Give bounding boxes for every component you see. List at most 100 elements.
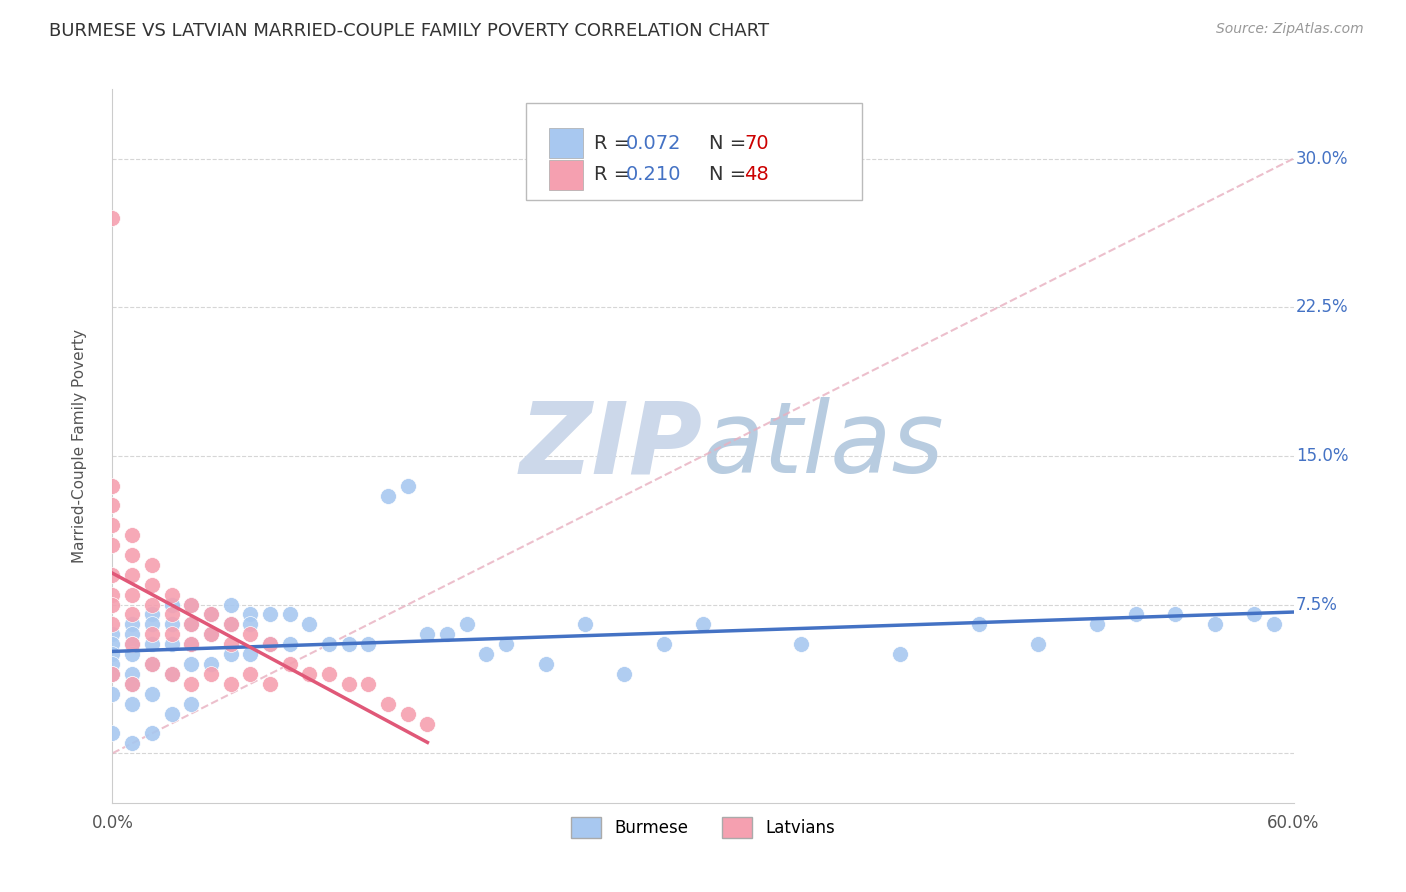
Point [180, 697, 202, 711]
Point [1125, 607, 1147, 622]
Point [436, 627, 458, 641]
Point [141, 617, 163, 632]
Point [101, 627, 124, 641]
Point [377, 697, 399, 711]
Point [219, 617, 242, 632]
Point [101, 726, 124, 740]
Point [456, 617, 478, 632]
Point [337, 637, 360, 651]
Point [101, 687, 124, 701]
Point [121, 647, 143, 661]
Point [200, 657, 222, 671]
Point [534, 657, 557, 671]
Point [416, 716, 439, 731]
Point [652, 637, 675, 651]
Text: 7.5%: 7.5% [1296, 596, 1337, 614]
Point [160, 588, 183, 602]
Point [475, 647, 498, 661]
Point [357, 637, 380, 651]
Point [259, 607, 281, 622]
Point [141, 627, 163, 641]
Text: 0.210: 0.210 [626, 165, 682, 185]
Point [613, 667, 636, 681]
Point [121, 567, 143, 582]
Point [318, 667, 340, 681]
Point [121, 588, 143, 602]
Point [495, 637, 517, 651]
Point [219, 598, 242, 612]
Point [239, 627, 262, 641]
Point [692, 617, 714, 632]
Y-axis label: Married-Couple Family Poverty: Married-Couple Family Poverty [73, 329, 87, 563]
Point [121, 667, 143, 681]
FancyBboxPatch shape [550, 160, 582, 190]
Point [160, 617, 183, 632]
Point [101, 567, 124, 582]
Point [259, 637, 281, 651]
Point [141, 726, 163, 740]
Point [101, 667, 124, 681]
Point [101, 617, 124, 632]
Point [101, 637, 124, 651]
Text: 15.0%: 15.0% [1296, 447, 1348, 465]
Point [101, 499, 124, 513]
Point [141, 657, 163, 671]
Point [396, 478, 419, 492]
Point [101, 647, 124, 661]
Point [101, 598, 124, 612]
Point [416, 627, 439, 641]
Text: ZIP: ZIP [520, 398, 703, 494]
Point [121, 697, 143, 711]
Point [121, 677, 143, 691]
Point [160, 667, 183, 681]
Point [141, 578, 163, 592]
Text: R =: R = [595, 134, 637, 153]
Point [180, 637, 202, 651]
Point [141, 637, 163, 651]
Point [219, 637, 242, 651]
Point [160, 598, 183, 612]
Point [219, 677, 242, 691]
Point [239, 667, 262, 681]
Text: N =: N = [709, 165, 752, 185]
Text: 48: 48 [744, 165, 769, 185]
Point [180, 617, 202, 632]
Text: N =: N = [709, 134, 752, 153]
Point [141, 558, 163, 572]
Point [101, 657, 124, 671]
Point [141, 687, 163, 701]
Point [101, 667, 124, 681]
Point [121, 677, 143, 691]
Point [101, 211, 124, 225]
Point [396, 706, 419, 721]
Point [790, 637, 813, 651]
Point [121, 607, 143, 622]
Point [200, 627, 222, 641]
Point [101, 538, 124, 552]
Point [278, 657, 301, 671]
Point [180, 637, 202, 651]
Point [121, 548, 143, 562]
Point [259, 637, 281, 651]
FancyBboxPatch shape [526, 103, 862, 200]
FancyBboxPatch shape [550, 128, 582, 159]
Point [121, 617, 143, 632]
Point [200, 607, 222, 622]
Text: 0.072: 0.072 [626, 134, 682, 153]
Point [101, 478, 124, 492]
Point [1026, 637, 1049, 651]
Text: BURMESE VS LATVIAN MARRIED-COUPLE FAMILY POVERTY CORRELATION CHART: BURMESE VS LATVIAN MARRIED-COUPLE FAMILY… [49, 22, 769, 40]
Point [121, 627, 143, 641]
Point [889, 647, 911, 661]
Point [1204, 617, 1226, 632]
Point [160, 627, 183, 641]
Point [121, 637, 143, 651]
Point [121, 736, 143, 750]
Text: 70: 70 [744, 134, 769, 153]
Point [337, 677, 360, 691]
Point [1243, 607, 1265, 622]
Text: R =: R = [595, 165, 637, 185]
Text: Source: ZipAtlas.com: Source: ZipAtlas.com [1216, 22, 1364, 37]
Text: 22.5%: 22.5% [1296, 298, 1348, 317]
Point [318, 637, 340, 651]
